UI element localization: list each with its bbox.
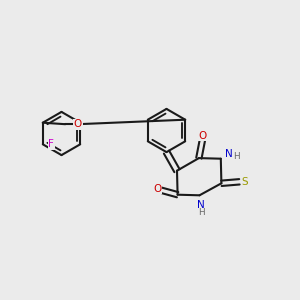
Text: S: S [242,177,248,187]
Text: O: O [153,184,162,194]
Text: N: N [225,149,233,159]
Text: N: N [197,200,205,210]
Text: H: H [198,208,204,217]
Text: F: F [48,139,54,149]
Text: O: O [198,131,207,141]
Text: H: H [233,152,240,161]
Text: O: O [74,119,82,129]
